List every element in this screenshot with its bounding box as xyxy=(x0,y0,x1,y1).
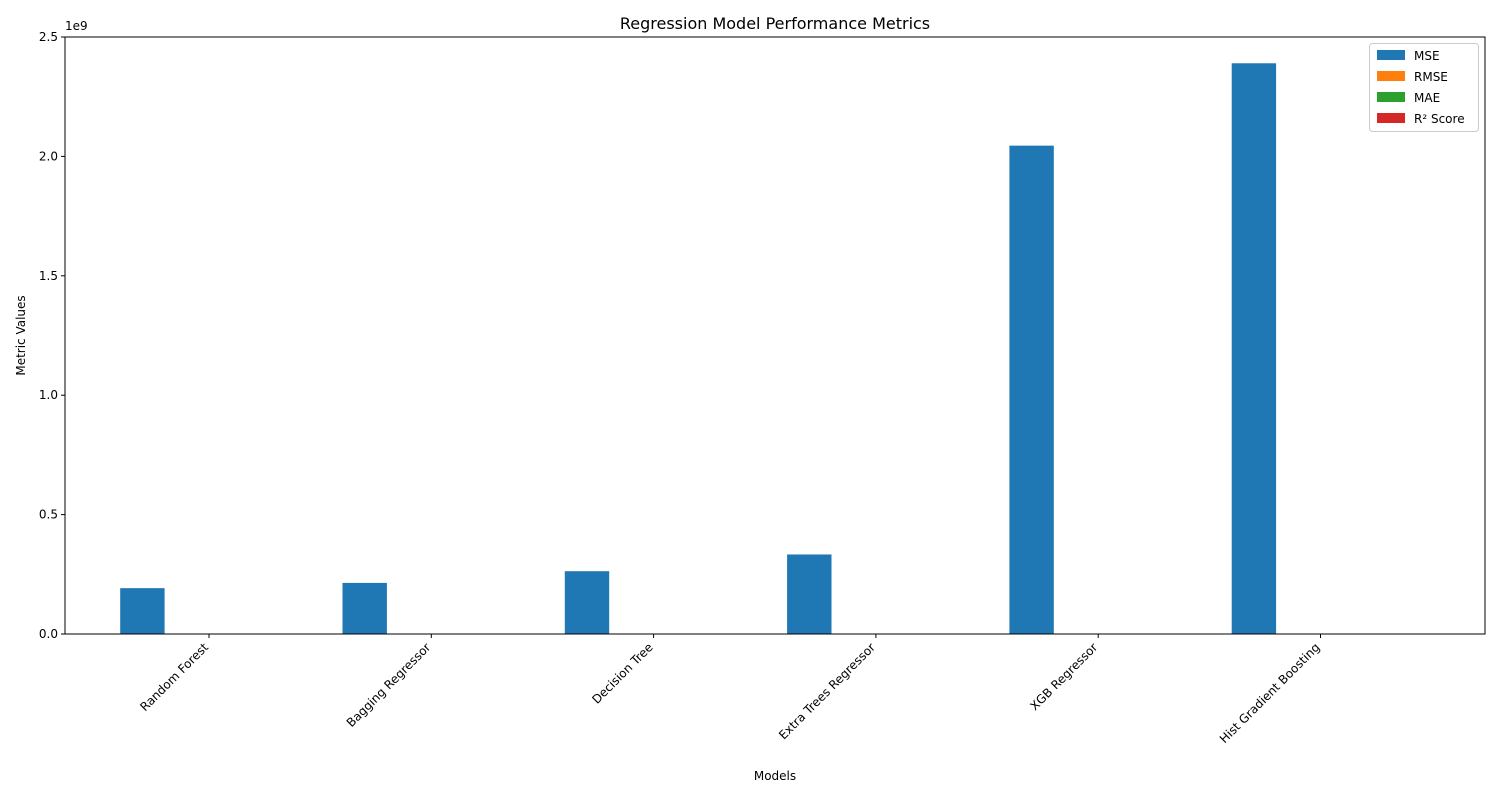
legend-label: RMSE xyxy=(1414,70,1448,84)
y-tick-label: 0.0 xyxy=(39,627,58,641)
legend-label: R² Score xyxy=(1414,112,1465,126)
legend-swatch xyxy=(1377,92,1405,102)
axis-multiplier: 1e9 xyxy=(65,19,88,33)
legend: MSE RMSE MAE R² Score xyxy=(1369,43,1479,132)
legend-swatch xyxy=(1377,71,1405,81)
bar xyxy=(787,554,832,634)
y-axis: 0.0 0.5 1.0 1.5 2.0 2.5 xyxy=(39,30,65,641)
legend-swatch xyxy=(1377,50,1405,60)
bars-layer xyxy=(120,63,1365,634)
plot-frame xyxy=(64,36,1486,635)
legend-label: MAE xyxy=(1414,91,1440,105)
y-tick-label: 2.0 xyxy=(39,149,58,163)
bar xyxy=(342,582,387,634)
y-axis-label: Metric Values xyxy=(14,295,28,375)
y-tick-label: 1.0 xyxy=(39,388,58,402)
legend-swatch xyxy=(1377,113,1405,123)
bar xyxy=(1231,63,1277,634)
y-tick-label: 0.5 xyxy=(39,508,58,522)
y-tick-label: 2.5 xyxy=(39,30,58,44)
bar xyxy=(1009,145,1054,634)
x-axis-label: Models xyxy=(754,769,796,783)
legend-box xyxy=(1369,43,1479,132)
y-tick-label: 1.5 xyxy=(39,269,58,283)
chart-title: Regression Model Performance Metrics xyxy=(620,14,930,33)
bar xyxy=(120,588,165,634)
bar xyxy=(564,571,610,634)
legend-label: MSE xyxy=(1414,49,1440,63)
